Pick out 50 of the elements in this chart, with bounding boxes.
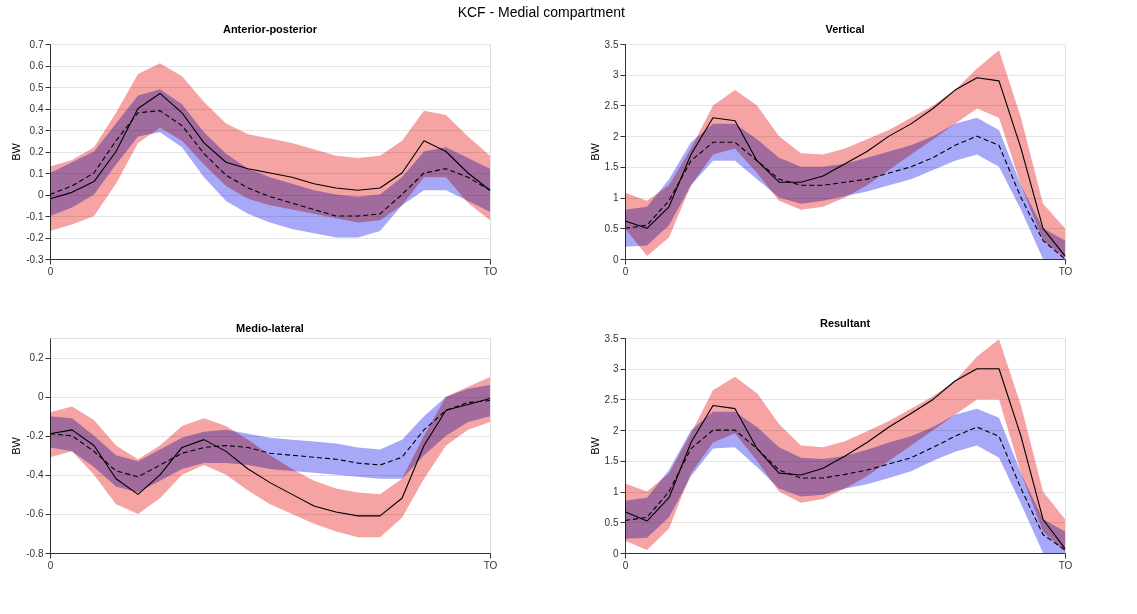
y-tick-label: 1.5	[604, 455, 619, 467]
y-tick-label: 3.5	[604, 332, 619, 344]
y-tick-label: -0.6	[26, 508, 44, 520]
y-tick-label: -0.2	[26, 430, 44, 442]
y-tick-label: 3.5	[604, 38, 619, 50]
y-tick-label: 3	[612, 363, 619, 375]
x-tick-label: TO	[1058, 265, 1073, 277]
y-tick-label: 0	[37, 391, 44, 403]
y-tick-label: 0.2	[29, 146, 44, 157]
y-tick-label: 0.1	[29, 167, 44, 179]
y-tick-label: 2.5	[604, 393, 619, 405]
chart-title: Resultant	[819, 317, 871, 329]
y-tick-label: 0	[612, 547, 619, 559]
y-tick-label: 1.5	[604, 161, 619, 173]
y-tick-label: 2	[612, 130, 619, 142]
chart-title: Vertical	[825, 23, 865, 35]
y-axis-title: BW	[588, 436, 601, 455]
x-tick-label: TO	[483, 265, 498, 277]
y-tick-label: 2	[612, 424, 619, 436]
y-tick-label: 2.5	[604, 99, 619, 111]
y-tick-label: -0.8	[26, 547, 44, 559]
chart-title: Anterior-posterior	[222, 23, 318, 35]
text: KCF - Medial compartment	[457, 3, 626, 20]
y-axis-title: BW	[10, 142, 23, 161]
y-tick-label: 0.5	[29, 81, 44, 93]
y-tick-label: 0.4	[29, 103, 44, 114]
x-tick-label: TO	[483, 559, 498, 571]
y-tick-label: 0.5	[604, 516, 619, 528]
x-tick-label: 0	[47, 265, 54, 277]
x-tick-label: 0	[47, 559, 54, 571]
y-tick-label: -0.2	[26, 232, 44, 243]
y-axis-title: BW	[588, 142, 601, 161]
y-tick-label: -0.4	[26, 469, 44, 481]
y-tick-label: 1	[612, 486, 619, 498]
y-tick-label: 3	[612, 69, 619, 81]
y-tick-label: 0.3	[29, 124, 44, 136]
y-tick-label: -0.1	[26, 210, 44, 222]
chart-title: Medio-lateral	[236, 322, 304, 334]
x-tick-label: 0	[622, 265, 629, 277]
y-tick-label: 0.6	[29, 60, 44, 71]
y-tick-label: 0.7	[29, 38, 44, 50]
y-tick-label: 0.5	[604, 222, 619, 234]
y-tick-label: 1	[612, 192, 619, 204]
x-tick-label: TO	[1058, 559, 1073, 571]
y-tick-label: 0	[37, 189, 44, 200]
x-tick-label: 0	[622, 559, 629, 571]
y-tick-label: 0	[612, 253, 619, 265]
y-axis-title: BW	[10, 436, 23, 455]
y-tick-label: 0.2	[29, 352, 44, 364]
y-tick-label: -0.3	[26, 253, 44, 265]
